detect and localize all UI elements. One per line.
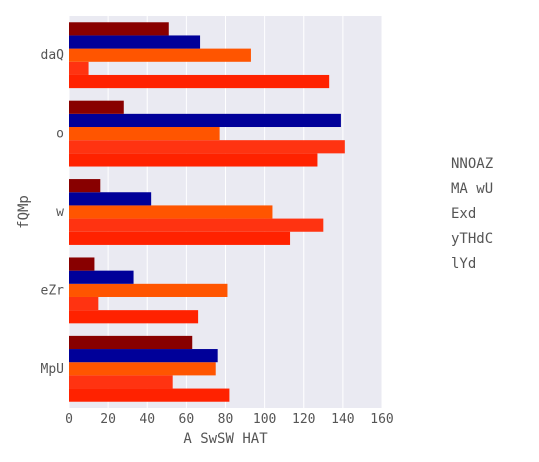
x-tick-labels: 0 20 40 60 80 100 120 140 160 xyxy=(65,412,394,427)
bar-lyd-mpu xyxy=(69,335,193,350)
y-tick-label: daQ xyxy=(41,48,65,63)
bar-nnoaz-daq xyxy=(69,74,330,89)
bar-exd-mpu xyxy=(69,362,216,376)
bar-exd-o xyxy=(69,127,220,141)
x-tick-label: 40 xyxy=(139,412,155,427)
y-axis-label: fQMp xyxy=(16,195,32,229)
y-tick-label: o xyxy=(56,127,64,142)
x-tick-label: 20 xyxy=(100,412,116,427)
bar-ma-wu-o xyxy=(69,140,345,154)
legend-entry: yTHdC xyxy=(451,231,493,247)
y-tick-label: MpU xyxy=(41,362,64,377)
legend-entry: MA wU xyxy=(451,181,493,197)
legend-entry: lYd xyxy=(451,256,476,272)
bar-ma-wu-ezr xyxy=(69,296,99,311)
x-tick-label: 80 xyxy=(218,412,234,427)
bars xyxy=(69,22,345,402)
bar-ma-wu-mpu xyxy=(69,375,173,389)
x-tick-label: 140 xyxy=(331,412,354,427)
bar-lyd-ezr xyxy=(69,257,95,271)
bar-ythdc-mpu xyxy=(69,349,218,363)
bar-ma-wu-daq xyxy=(69,61,89,75)
bar-ma-wu-w xyxy=(69,218,324,232)
bar-exd-w xyxy=(69,205,273,219)
bar-ythdc-w xyxy=(69,192,152,206)
bar-exd-ezr xyxy=(69,283,228,297)
bar-lyd-o xyxy=(69,100,124,114)
bar-nnoaz-mpu xyxy=(69,388,230,402)
x-tick-label: 160 xyxy=(370,412,393,427)
x-axis-label: A SwSW HAT xyxy=(183,431,268,447)
legend: NNOAZ MA wU Exd yTHdC lYd xyxy=(451,156,493,272)
y-tick-labels: MpU eZr w o daQ xyxy=(41,48,65,377)
x-tick-label: 60 xyxy=(179,412,195,427)
y-tick-label: w xyxy=(56,205,64,220)
x-tick-label: 120 xyxy=(292,412,315,427)
bar-lyd-w xyxy=(69,179,101,193)
bar-lyd-daq xyxy=(69,22,169,36)
bar-nnoaz-o xyxy=(69,153,318,167)
legend-entry: Exd xyxy=(451,206,476,222)
bar-ythdc-daq xyxy=(69,35,201,49)
bar-ythdc-ezr xyxy=(69,270,134,284)
bar-exd-daq xyxy=(69,48,251,62)
x-tick-label: 100 xyxy=(253,412,276,427)
legend-entry: NNOAZ xyxy=(451,156,493,172)
x-tick-label: 0 xyxy=(65,412,73,427)
bar-nnoaz-ezr xyxy=(69,310,199,324)
bar-nnoaz-w xyxy=(69,231,291,245)
y-tick-label: eZr xyxy=(41,283,65,298)
bar-ythdc-o xyxy=(69,113,341,128)
